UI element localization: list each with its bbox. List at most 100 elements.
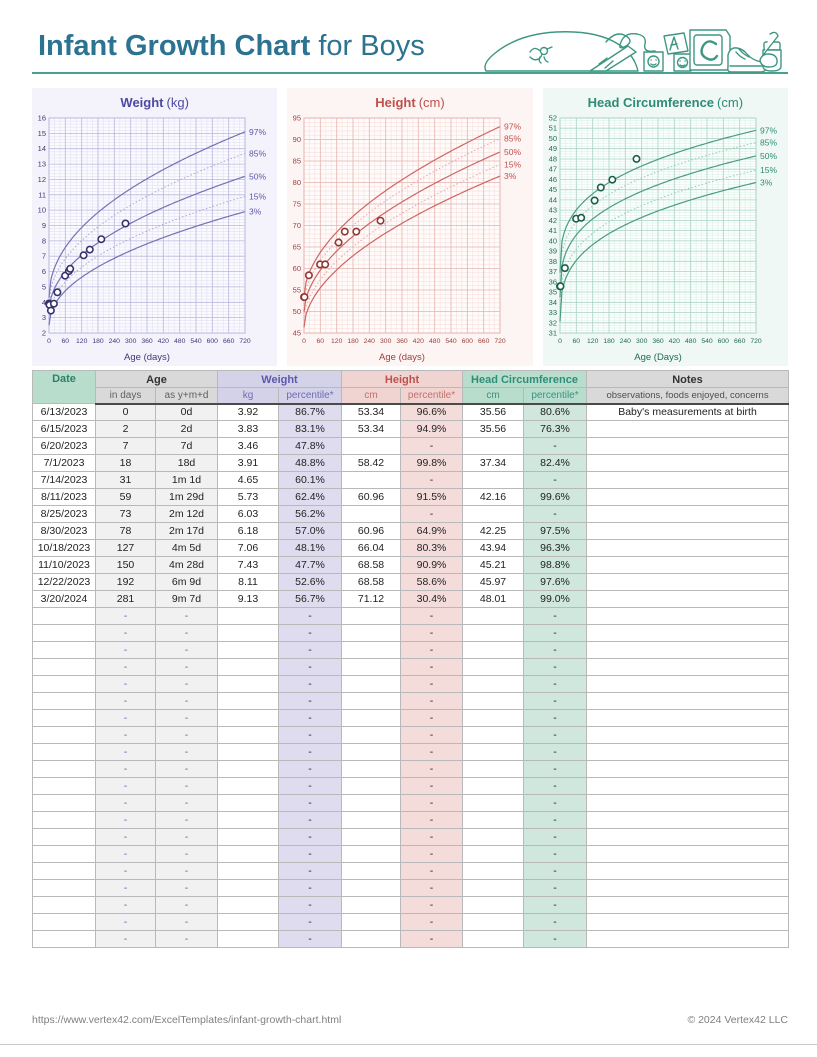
cell-weight-kg [217,709,279,727]
cell-height-cm [341,879,401,897]
cell-head-cm [462,675,525,693]
page-bottom-divider [0,1044,817,1045]
svg-text:47: 47 [548,165,556,174]
cell-head-cm: 45.21 [462,556,525,574]
cell-date: 11/10/2023 [32,556,96,574]
table-row-empty: ----- [32,675,790,693]
cell-date [32,913,96,931]
table-row-empty: ----- [32,760,790,778]
cell-height-cm [341,862,401,880]
cell-age-ymd: 2m 12d [155,505,218,523]
cell-age-days: - [95,624,156,642]
cell-weight-percentile: 47.8% [278,437,342,455]
cell-head-cm [462,794,525,812]
svg-text:120: 120 [587,338,599,345]
svg-text:660: 660 [734,338,746,345]
cell-notes [586,539,790,557]
head-circumference-chart-panel: Head Circumference (cm) 97% 85% 50% 15% 3% 31 3… [542,88,788,366]
cell-head-percentile: - [523,607,588,625]
cell-age-days: - [95,845,156,863]
cell-notes [586,505,790,523]
cell-age-ymd: - [155,709,218,727]
cell-age-days: 31 [95,471,156,489]
col-header-notes-subtitle: observations, foods enjoyed, concerns [586,387,790,405]
svg-text:42: 42 [548,216,556,225]
cell-date [32,879,96,897]
cell-age-ymd: 7d [155,437,218,455]
table-row-empty: ----- [32,879,790,897]
cell-height-cm: 53.34 [341,420,401,438]
svg-text:720: 720 [750,338,762,345]
table-row-empty: ----- [32,811,790,829]
cell-date: 6/13/2023 [32,403,96,421]
table-row: 6/13/2023 0 0d 3.92 86.7% 53.34 96.6% 35.56 80.6… [32,403,790,421]
cell-head-cm: 42.25 [462,522,525,540]
cell-age-ymd: - [155,607,218,625]
cell-height-percentile: - [399,607,464,625]
svg-text:90: 90 [293,135,301,144]
svg-text:50%: 50% [249,171,266,181]
cell-height-cm [341,709,401,727]
cell-head-percentile: - [523,930,588,948]
cell-height-cm [341,607,401,625]
cell-height-cm [341,896,401,914]
cell-height-percentile: - [399,794,464,812]
cell-head-percentile: - [523,879,588,897]
table-row: 8/30/2023 78 2m 17d 6.18 57.0% 60.96 64.9% 42.2… [32,522,790,540]
cell-weight-percentile: - [278,811,342,829]
cell-age-ymd: - [155,760,218,778]
cell-height-cm: 60.96 [341,488,401,506]
svg-text:85%: 85% [249,148,266,158]
cell-weight-percentile: 48.8% [278,454,342,472]
svg-text:600: 600 [207,338,219,345]
cell-weight-kg [217,777,279,795]
cell-date [32,726,96,744]
cell-age-days: - [95,709,156,727]
cell-weight-percentile: - [278,930,342,948]
table-row-empty: ----- [32,709,790,727]
svg-text:41: 41 [548,226,556,235]
svg-text:80: 80 [293,178,301,187]
col-group-weight: Weight [217,370,342,388]
cell-age-days: 73 [95,505,156,523]
svg-text:600: 600 [717,338,729,345]
cell-date: 7/14/2023 [32,471,96,489]
cell-age-ymd: 2d [155,420,218,438]
cell-height-cm: 68.58 [341,556,401,574]
cell-weight-percentile: - [278,760,342,778]
cell-age-ymd: - [155,726,218,744]
cell-notes [586,522,790,540]
svg-text:60: 60 [293,264,301,273]
col-header-head-cm: cm [462,387,525,405]
cell-age-days: 127 [95,539,156,557]
cell-date: 8/30/2023 [32,522,96,540]
cell-date [32,777,96,795]
cell-age-days: - [95,692,156,710]
table-row: 10/18/2023 127 4m 5d 7.06 48.1% 66.04 80.3% 43.… [32,539,790,557]
height-chart-title: Height (cm) [375,95,445,110]
cell-notes [586,488,790,506]
table-row-empty: ----- [32,862,790,880]
cell-head-cm [462,471,525,489]
cell-head-percentile: 76.3% [523,420,588,438]
cell-notes [586,607,790,625]
cell-height-cm: 68.58 [341,573,401,591]
table-row-empty: ----- [32,794,790,812]
cell-weight-kg: 7.43 [217,556,279,574]
cell-head-percentile: - [523,845,588,863]
svg-text:240: 240 [619,338,631,345]
cell-head-cm [462,845,525,863]
footer-url-link[interactable]: https://www.vertex42.com/ExcelTemplates/… [32,1014,342,1026]
cell-head-cm [462,862,525,880]
cell-age-days: - [95,607,156,625]
cell-age-days: - [95,777,156,795]
cell-head-percentile: 99.6% [523,488,588,506]
svg-text:660: 660 [479,338,491,345]
svg-text:360: 360 [141,338,153,345]
cell-notes [586,913,790,931]
cell-weight-percentile: 62.4% [278,488,342,506]
cell-height-percentile: - [399,624,464,642]
cell-notes [586,454,790,472]
svg-text:50%: 50% [760,151,777,161]
